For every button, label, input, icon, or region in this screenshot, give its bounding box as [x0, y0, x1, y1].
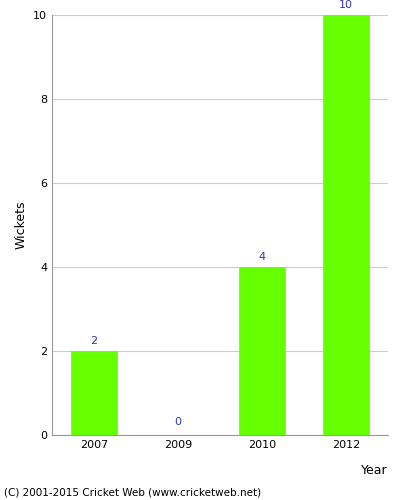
Bar — [71, 351, 117, 435]
Bar — [239, 267, 285, 435]
Text: 10: 10 — [339, 0, 353, 10]
Text: (C) 2001-2015 Cricket Web (www.cricketweb.net): (C) 2001-2015 Cricket Web (www.cricketwe… — [4, 488, 261, 498]
Bar — [323, 15, 369, 435]
Text: 4: 4 — [258, 252, 266, 262]
Text: Year: Year — [361, 464, 388, 477]
Text: 2: 2 — [90, 336, 98, 346]
Y-axis label: Wickets: Wickets — [14, 200, 28, 249]
Text: 0: 0 — [174, 418, 182, 428]
